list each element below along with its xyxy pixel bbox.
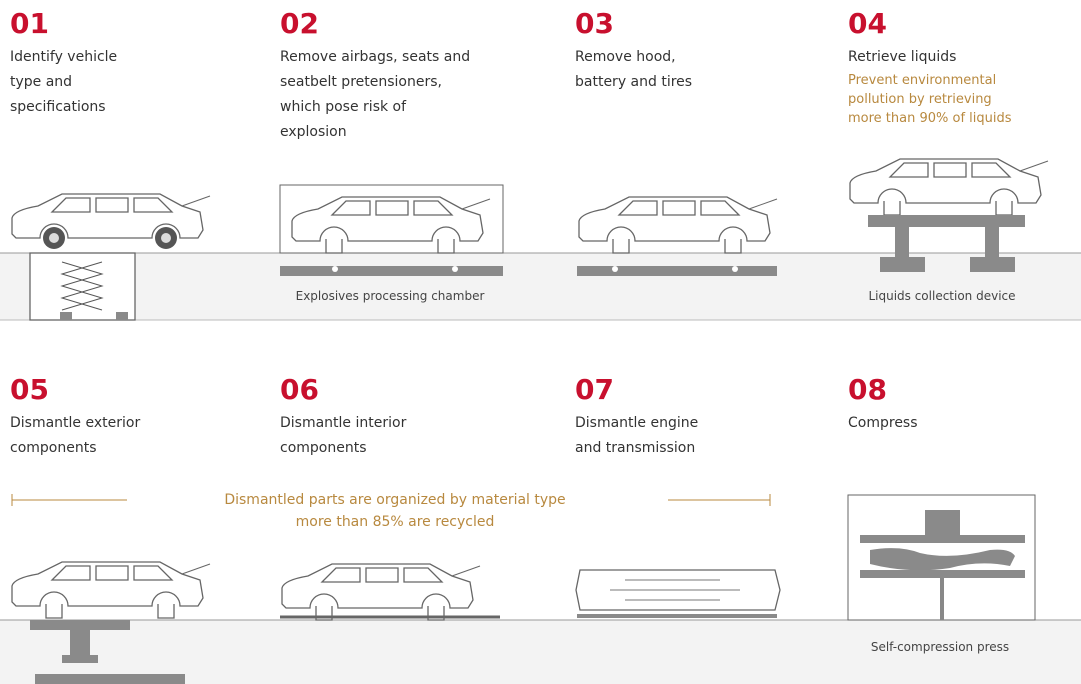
equipment-label: Explosives processing chamber (296, 289, 485, 303)
step-text: explosion (280, 124, 347, 140)
ground (0, 252, 1081, 684)
step-number: 08 (848, 373, 887, 406)
scene-1 (11, 193, 211, 321)
step-number: 05 (10, 373, 49, 406)
step-text: and transmission (575, 440, 695, 456)
step-number: 07 (575, 373, 614, 406)
step-text: Retrieve liquids (848, 49, 956, 65)
step-number: 04 (848, 7, 887, 40)
equipment-label: Self-compression press (871, 640, 1009, 654)
step-text: seatbelt pretensioners, (280, 74, 442, 90)
scene-4 (849, 158, 1049, 272)
scene-2 (279, 184, 504, 276)
equipment-label: Liquids collection device (868, 289, 1015, 303)
step-text: specifications (10, 99, 106, 115)
step-text: Dismantle interior (280, 415, 407, 431)
scene-5 (11, 561, 211, 684)
step-text: Dismantle engine (575, 415, 698, 431)
step-note: pollution by retrieving (848, 92, 992, 107)
step-text: components (10, 440, 97, 456)
step-number: 01 (10, 7, 49, 40)
scene-3 (577, 196, 778, 276)
step-text: Identify vehicle (10, 49, 117, 65)
step-text: Dismantle exterior (10, 415, 140, 431)
step-number: 02 (280, 7, 319, 40)
step-text: Remove airbags, seats and (280, 49, 470, 65)
step-text: Compress (848, 415, 918, 431)
banner-text: more than 85% are recycled (296, 514, 495, 530)
scene-7 (575, 569, 781, 618)
step-number: 06 (280, 373, 319, 406)
scene-8 (847, 494, 1036, 621)
step-note: Prevent environmental (848, 73, 996, 88)
step-text: which pose risk of (280, 99, 407, 115)
step-text: Remove hood, (575, 49, 676, 65)
step-number: 03 (575, 7, 614, 40)
step-text: battery and tires (575, 74, 692, 90)
scene-6 (280, 563, 500, 621)
step-note: more than 90% of liquids (848, 111, 1012, 126)
step-text: components (280, 440, 367, 456)
banner-rules (11, 494, 771, 506)
banner-text: Dismantled parts are organized by materi… (224, 492, 565, 508)
step-text: type and (10, 74, 72, 90)
